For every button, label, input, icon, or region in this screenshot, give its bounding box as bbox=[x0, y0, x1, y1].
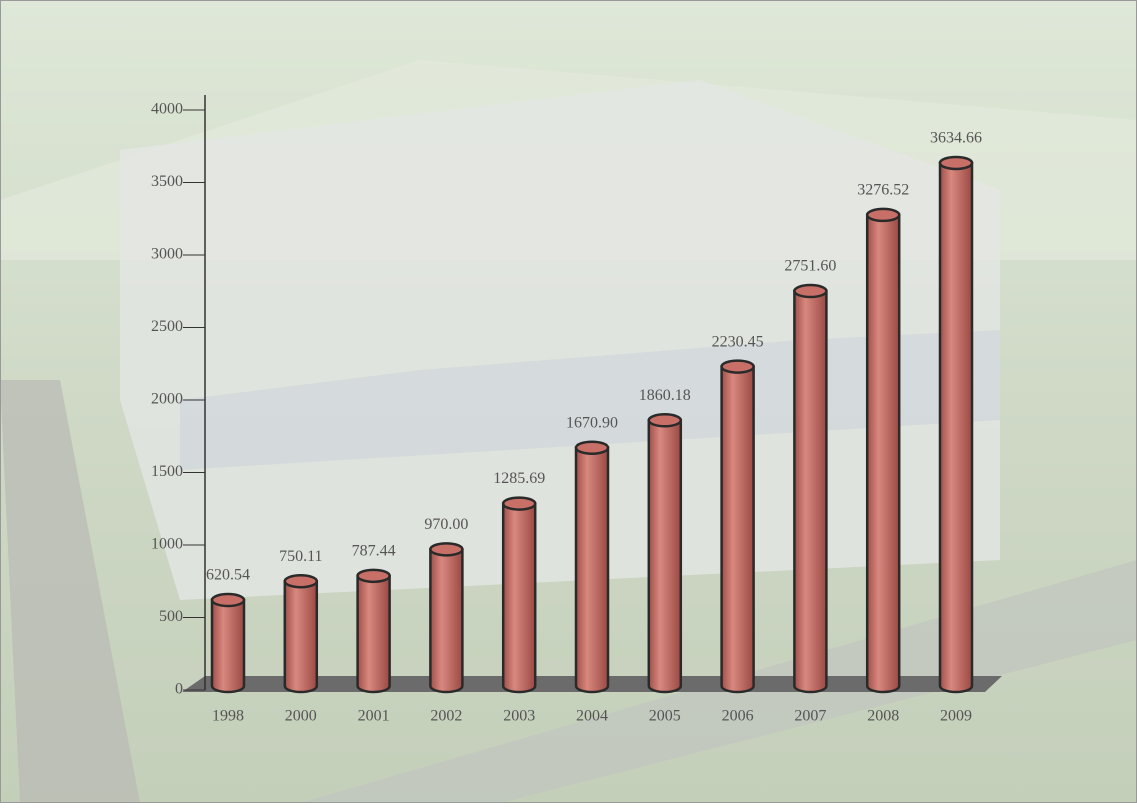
y-tick-label: 0 bbox=[175, 681, 183, 698]
bar-body bbox=[865, 213, 901, 694]
bar-body bbox=[283, 579, 319, 694]
x-tick-label: 2003 bbox=[503, 708, 535, 725]
value-label: 750.11 bbox=[279, 548, 322, 565]
x-tick-label: 2005 bbox=[649, 708, 681, 725]
value-label: 1860.18 bbox=[639, 387, 691, 404]
bar-body bbox=[720, 365, 755, 694]
value-label: 620.54 bbox=[206, 567, 250, 584]
y-tick-label: 3000 bbox=[151, 246, 183, 263]
y-tick-label: 3500 bbox=[151, 173, 183, 190]
x-tick-label: 1998 bbox=[212, 708, 244, 725]
bar-body bbox=[356, 574, 391, 694]
bar-body bbox=[574, 446, 610, 694]
bar bbox=[283, 573, 319, 694]
bar-body bbox=[210, 598, 246, 694]
bar-top bbox=[574, 440, 610, 455]
bar-top bbox=[210, 592, 246, 608]
bar bbox=[793, 283, 828, 694]
x-tick-label: 2009 bbox=[940, 708, 972, 725]
y-tick-label: 2500 bbox=[151, 318, 183, 335]
bar-top bbox=[793, 283, 828, 299]
bar-body bbox=[647, 419, 683, 694]
bar-body bbox=[429, 548, 464, 694]
bar bbox=[501, 496, 537, 694]
bar-top bbox=[865, 207, 901, 223]
value-label: 1285.69 bbox=[493, 470, 545, 487]
bar bbox=[647, 413, 683, 694]
bar-body bbox=[938, 161, 974, 694]
x-tick-label: 2008 bbox=[867, 708, 899, 725]
bar-top bbox=[283, 573, 319, 589]
x-tick-label: 2001 bbox=[358, 708, 390, 725]
bar-top bbox=[429, 542, 464, 557]
bar bbox=[574, 440, 610, 694]
bar-body bbox=[793, 289, 828, 694]
value-label: 970.00 bbox=[424, 516, 468, 533]
bar-body bbox=[501, 502, 537, 694]
value-label: 787.44 bbox=[352, 542, 396, 559]
y-tick-label: 2000 bbox=[151, 391, 183, 408]
bar bbox=[356, 568, 391, 694]
bar-top bbox=[356, 568, 391, 584]
value-label: 3634.66 bbox=[930, 130, 982, 147]
bar-top bbox=[501, 496, 537, 511]
y-tick-label: 500 bbox=[159, 608, 183, 625]
bar bbox=[210, 592, 246, 694]
value-label: 3276.52 bbox=[857, 182, 909, 199]
bar bbox=[938, 155, 974, 694]
x-tick-label: 2004 bbox=[576, 708, 608, 725]
value-label: 1670.90 bbox=[566, 414, 618, 431]
bar-top bbox=[647, 413, 683, 428]
value-label: 2230.45 bbox=[712, 333, 764, 350]
bar-top bbox=[720, 359, 755, 374]
value-label: 2751.60 bbox=[784, 258, 836, 275]
x-tick-label: 2002 bbox=[430, 708, 462, 725]
x-tick-label: 2007 bbox=[794, 708, 826, 725]
bar bbox=[720, 359, 755, 694]
bar bbox=[865, 207, 901, 694]
y-tick-label: 4000 bbox=[151, 101, 183, 118]
y-tick-label: 1500 bbox=[151, 463, 183, 480]
bar bbox=[429, 542, 464, 694]
bar-top bbox=[938, 155, 974, 171]
x-tick-label: 2006 bbox=[722, 708, 754, 725]
x-tick-label: 2000 bbox=[285, 708, 317, 725]
y-tick-label: 1000 bbox=[151, 536, 183, 553]
